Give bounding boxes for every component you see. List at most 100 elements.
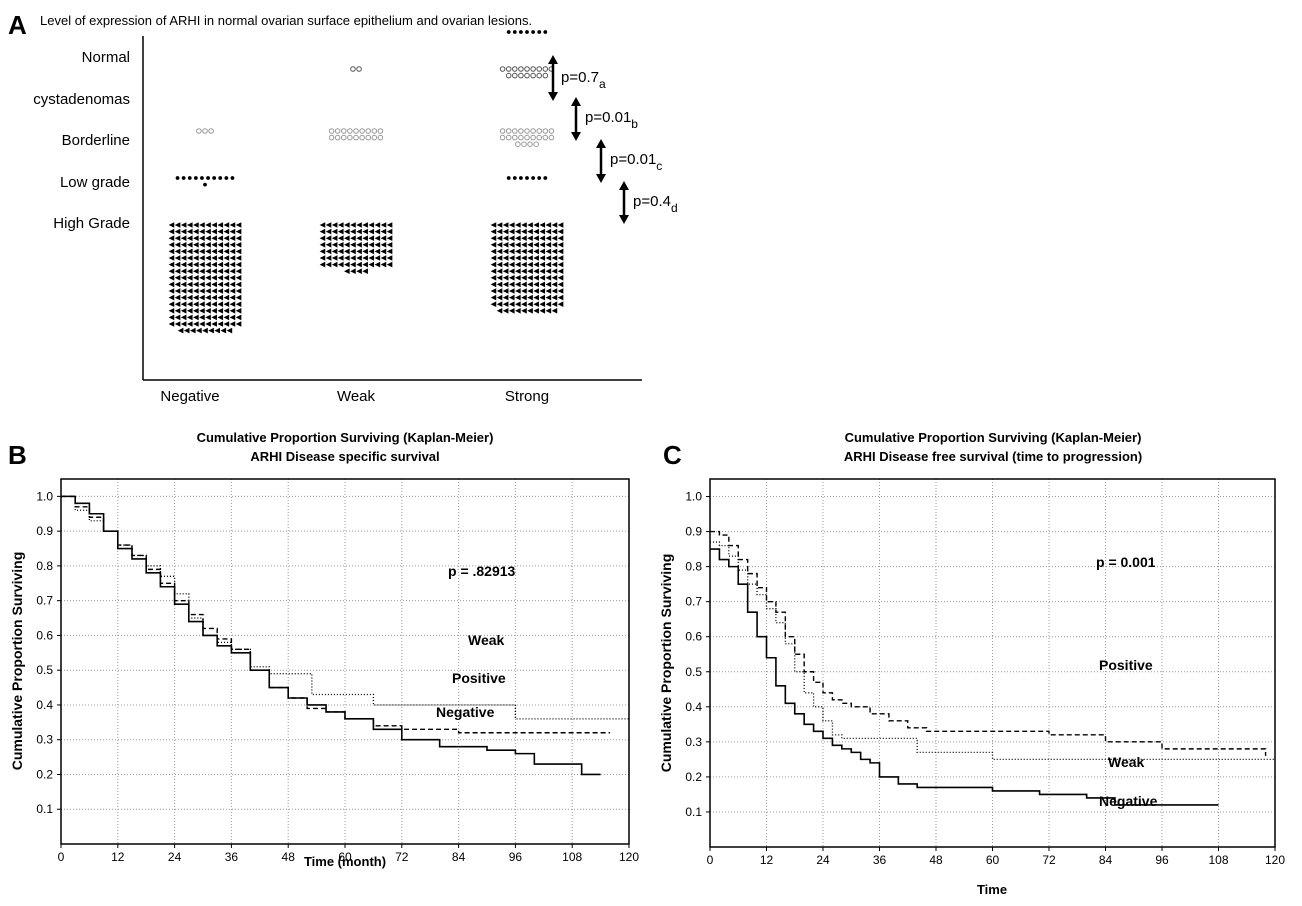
marker-high-grade-strong xyxy=(539,255,546,261)
panel-c-y-tick-label: 0.6 xyxy=(685,630,702,644)
marker-high-grade-weak xyxy=(356,248,362,255)
marker-borderline-weak xyxy=(347,128,353,134)
marker-high-grade-negative xyxy=(199,301,205,307)
marker-high-grade-strong xyxy=(496,281,503,288)
marker-high-grade-strong xyxy=(551,242,558,248)
marker-high-grade-negative xyxy=(235,228,242,235)
marker-borderline-weak xyxy=(341,128,347,134)
marker-high-grade-negative xyxy=(180,281,187,288)
panel-b-x-tick-label: 12 xyxy=(111,850,125,864)
marker-high-grade-strong xyxy=(539,281,546,288)
marker-high-grade-strong xyxy=(527,228,533,235)
panel-c-label-negative: Negative xyxy=(1099,793,1158,809)
marker-high-grade-negative xyxy=(180,321,187,327)
marker-borderline-weak xyxy=(328,134,335,141)
marker-high-grade-weak xyxy=(319,228,326,235)
marker-borderline-strong xyxy=(512,134,518,141)
marker-high-grade-negative xyxy=(193,301,199,307)
marker-high-grade-negative xyxy=(199,235,205,241)
panel-c-series-positive xyxy=(710,530,1267,756)
panel-b-y-tick-label: 0.1 xyxy=(36,802,53,816)
marker-high-grade-negative xyxy=(217,242,224,248)
marker-high-grade-weak xyxy=(344,261,350,268)
marker-high-grade-negative xyxy=(186,261,193,268)
marker-high-grade-weak xyxy=(337,235,344,241)
marker-high-grade-negative xyxy=(217,235,224,241)
panel-b-y-tick-label: 0.9 xyxy=(36,524,53,538)
marker-high-grade-strong xyxy=(521,275,527,281)
marker-high-grade-strong xyxy=(557,281,564,288)
marker-high-grade-strong xyxy=(490,222,497,228)
marker-high-grade-strong xyxy=(490,275,497,281)
marker-high-grade-negative xyxy=(211,261,217,268)
marker-high-grade-strong xyxy=(502,248,509,255)
marker-borderline-weak xyxy=(353,128,359,134)
panel-b-y-tick-label: 0.7 xyxy=(36,594,53,608)
marker-borderline-strong xyxy=(533,141,539,147)
marker-high-grade-strong xyxy=(515,248,521,255)
panel-c-y-tick-label: 0.8 xyxy=(685,560,702,574)
row-label-borderline: Borderline xyxy=(62,132,130,149)
marker-high-grade-negative xyxy=(229,248,236,255)
marker-high-grade-negative xyxy=(211,294,217,301)
marker-high-grade-weak xyxy=(362,268,368,274)
marker-high-grade-negative xyxy=(205,228,211,235)
marker-high-grade-negative xyxy=(168,314,175,321)
marker-high-grade-negative xyxy=(205,288,211,294)
marker-high-grade-weak xyxy=(368,261,375,268)
marker-high-grade-strong xyxy=(508,294,515,301)
marker-borderline-strong xyxy=(524,134,530,141)
marker-cystadenomas-strong xyxy=(542,66,549,72)
marker-high-grade-weak xyxy=(337,248,344,255)
marker-high-grade-negative xyxy=(223,248,230,255)
marker-high-grade-strong xyxy=(533,301,539,307)
marker-borderline-strong xyxy=(548,134,555,141)
marker-low-grade-negative xyxy=(200,176,204,180)
marker-high-grade-strong xyxy=(496,222,503,228)
marker-high-grade-negative xyxy=(199,242,205,248)
marker-high-grade-weak xyxy=(374,242,381,248)
marker-high-grade-negative xyxy=(235,261,242,268)
marker-high-grade-strong xyxy=(551,261,558,268)
panel-b-x-tick-label: 60 xyxy=(338,850,352,864)
panel-b-x-label: Time (month) xyxy=(304,854,386,869)
marker-high-grade-strong xyxy=(496,242,503,248)
marker-borderline-weak xyxy=(371,134,378,141)
marker-high-grade-strong xyxy=(508,301,515,307)
marker-high-grade-strong xyxy=(551,288,558,294)
marker-high-grade-strong xyxy=(533,255,539,261)
marker-borderline-strong xyxy=(542,128,549,134)
marker-high-grade-strong xyxy=(521,294,527,301)
panel-c-x-tick-label: 108 xyxy=(1208,853,1228,867)
marker-high-grade-strong xyxy=(508,261,515,268)
marker-high-grade-negative xyxy=(229,288,236,294)
marker-high-grade-strong xyxy=(521,301,527,307)
marker-high-grade-negative xyxy=(229,222,236,228)
marker-borderline-weak xyxy=(334,134,341,141)
marker-borderline-weak xyxy=(334,128,341,134)
marker-high-grade-weak xyxy=(368,235,375,241)
panel-a-pvalue-arrows: p=0.7a p=0.01b p=0.01c xyxy=(548,55,678,224)
marker-high-grade-negative xyxy=(193,248,199,255)
marker-high-grade-strong xyxy=(533,294,539,301)
marker-high-grade-negative xyxy=(199,294,205,301)
marker-high-grade-negative xyxy=(186,228,193,235)
marker-high-grade-negative xyxy=(211,222,217,228)
marker-high-grade-strong xyxy=(496,235,503,241)
marker-normal-strong xyxy=(537,30,542,34)
marker-high-grade-strong xyxy=(496,268,503,274)
marker-high-grade-negative xyxy=(223,301,230,307)
marker-high-grade-negative xyxy=(199,314,205,321)
category-label-strong: Strong xyxy=(505,388,549,405)
marker-low-grade-strong xyxy=(506,176,511,180)
marker-high-grade-strong xyxy=(557,255,564,261)
marker-high-grade-negative xyxy=(229,321,236,327)
marker-high-grade-weak xyxy=(319,222,326,228)
panel-c-gridlines xyxy=(710,479,1275,847)
panel-b-title: Cumulative Proportion Surviving (Kaplan-… xyxy=(197,430,494,445)
marker-high-grade-negative xyxy=(205,222,211,228)
marker-high-grade-weak xyxy=(344,248,350,255)
marker-high-grade-weak xyxy=(325,255,332,261)
marker-borderline-negative xyxy=(202,128,208,134)
marker-high-grade-strong xyxy=(521,308,527,314)
